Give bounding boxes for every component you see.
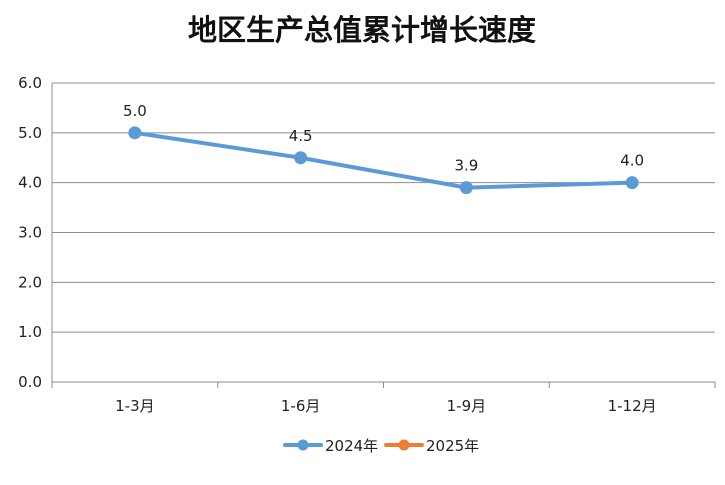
- data-label: 4.5: [289, 127, 313, 145]
- legend-label: 2024年: [325, 437, 378, 455]
- data-label: 4.0: [620, 152, 644, 170]
- data-point: [459, 181, 473, 195]
- legend-marker: [297, 439, 309, 451]
- gridlines: [52, 82, 715, 383]
- y-tick-label: 6.0: [18, 74, 42, 92]
- y-tick-label: 2.0: [18, 273, 42, 291]
- data-point: [128, 126, 142, 140]
- x-tick-label: 1-9月: [447, 397, 487, 415]
- y-tick-label: 5.0: [18, 124, 42, 142]
- series-line: [132, 130, 635, 190]
- y-tick-label: 0.0: [18, 373, 42, 391]
- legend: 2024年 2025年: [283, 437, 479, 455]
- legend-marker: [398, 439, 410, 451]
- x-axis: 1-3月 1-6月 1-9月 1-12月: [51, 382, 716, 415]
- y-tick-label: 3.0: [18, 224, 42, 242]
- data-point: [294, 151, 308, 165]
- series-layer: 5.0 4.5 3.9 4.0: [123, 102, 644, 195]
- data-label: 3.9: [454, 157, 478, 175]
- x-tick-label: 1-6月: [281, 397, 321, 415]
- data-point: [625, 176, 639, 190]
- x-tick-label: 1-12月: [608, 397, 657, 415]
- x-tick-label: 1-3月: [115, 397, 155, 415]
- y-tick-label: 4.0: [18, 174, 42, 192]
- y-axis: 0.0 1.0 2.0 3.0 4.0 5.0 6.0: [18, 74, 53, 391]
- legend-label: 2025年: [426, 437, 479, 455]
- data-label: 5.0: [123, 102, 147, 120]
- chart-title: 地区生产总值累计增长速度: [188, 13, 536, 47]
- y-tick-label: 1.0: [18, 323, 42, 341]
